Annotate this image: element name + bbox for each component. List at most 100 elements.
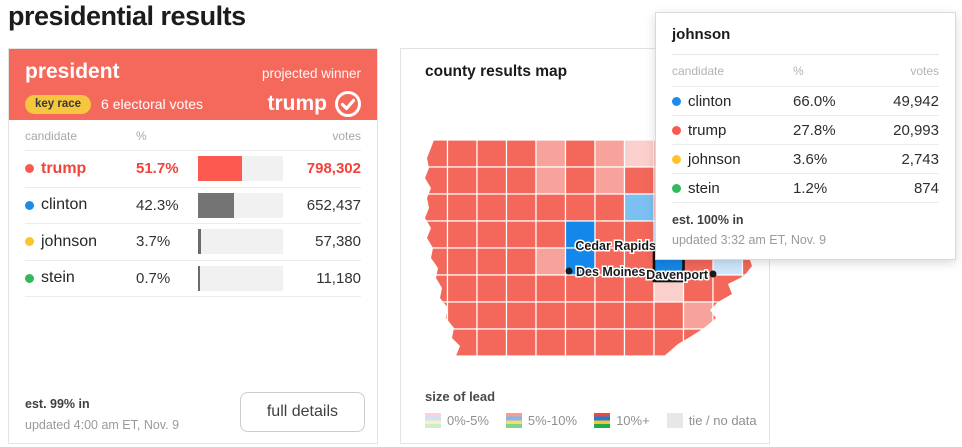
county-cell[interactable] xyxy=(535,301,567,330)
county-cell[interactable] xyxy=(682,301,714,330)
county-cell[interactable] xyxy=(505,193,537,222)
county-cell[interactable] xyxy=(564,193,596,222)
county-cell[interactable] xyxy=(535,220,567,249)
candidate-pct: 0.7% xyxy=(136,269,171,287)
county-cell[interactable] xyxy=(535,166,567,195)
county-cell[interactable] xyxy=(446,247,478,276)
city-dot-icon xyxy=(565,267,573,275)
county-cell[interactable] xyxy=(564,166,596,195)
county-cell[interactable] xyxy=(712,274,744,303)
county-cell[interactable] xyxy=(712,328,744,356)
county-cell[interactable] xyxy=(418,247,449,276)
county-cell[interactable] xyxy=(446,328,478,356)
county-cell[interactable] xyxy=(623,328,655,356)
county-cell[interactable] xyxy=(564,247,596,276)
county-cell[interactable] xyxy=(476,140,508,168)
full-details-button[interactable]: full details xyxy=(239,392,365,432)
county-cell[interactable] xyxy=(505,301,537,330)
checkmark-icon xyxy=(335,91,361,117)
county-cell[interactable] xyxy=(741,328,773,356)
county-cell[interactable] xyxy=(418,166,449,195)
county-cell[interactable] xyxy=(623,193,655,222)
county-cell[interactable] xyxy=(446,301,478,330)
county-cell[interactable] xyxy=(446,220,478,249)
county-cell[interactable] xyxy=(505,220,537,249)
county-cell[interactable] xyxy=(505,140,537,168)
legend-item-tie: tie / no data xyxy=(666,413,757,428)
candidate-pct: 42.3% xyxy=(136,196,179,214)
county-cell[interactable] xyxy=(564,274,596,303)
county-cell[interactable] xyxy=(535,247,567,276)
updated-label: updated 4:00 am ET, Nov. 9 xyxy=(25,418,180,432)
tooltip-row-johnson: johnson 3.6% 2,743 xyxy=(672,145,939,174)
table-row-clinton: clinton 42.3% 652,437 xyxy=(25,186,361,224)
county-cell[interactable] xyxy=(653,301,685,330)
stein-bullet-icon xyxy=(25,273,34,283)
county-cell[interactable] xyxy=(505,274,537,303)
county-cell[interactable] xyxy=(535,274,567,303)
president-race-card: president projected winner key race 6 el… xyxy=(8,48,378,444)
county-cell[interactable] xyxy=(653,328,685,356)
county-cell[interactable] xyxy=(446,193,478,222)
county-cell[interactable] xyxy=(741,274,773,303)
county-cell[interactable] xyxy=(564,301,596,330)
table-row-johnson: johnson 3.7% 57,380 xyxy=(25,223,361,260)
county-cell[interactable] xyxy=(594,220,626,249)
legend-item-10plus: 10%+ xyxy=(594,413,650,428)
results-table: candidate % votes trump 51.7% 798,302 cl… xyxy=(9,120,377,297)
county-cell[interactable] xyxy=(476,328,508,356)
tooltip-updated-label: updated 3:32 am ET, Nov. 9 xyxy=(672,233,827,247)
county-cell[interactable] xyxy=(476,220,508,249)
county-cell[interactable] xyxy=(594,166,626,195)
candidate-name: trump xyxy=(41,159,87,177)
legend-item-0-5: 0%-5% xyxy=(425,413,489,428)
col-pct: % xyxy=(136,129,147,143)
candidate-votes: 798,302 xyxy=(306,160,361,178)
county-cell[interactable] xyxy=(535,328,567,356)
county-cell[interactable] xyxy=(505,166,537,195)
county-cell[interactable] xyxy=(594,247,626,276)
candidate-votes: 57,380 xyxy=(315,233,361,251)
legend-title: size of lead xyxy=(425,389,496,404)
county-cell[interactable] xyxy=(535,193,567,222)
tooltip-est-in-label: est. 100% in xyxy=(672,213,744,227)
county-cell[interactable] xyxy=(446,166,478,195)
key-race-badge: key race xyxy=(25,94,92,114)
county-cell[interactable] xyxy=(682,328,714,356)
county-cell[interactable] xyxy=(446,140,478,168)
county-cell[interactable] xyxy=(476,274,508,303)
county-cell[interactable] xyxy=(505,247,537,276)
county-cell[interactable] xyxy=(594,193,626,222)
county-cell[interactable] xyxy=(476,166,508,195)
county-cell[interactable] xyxy=(476,247,508,276)
county-cell[interactable] xyxy=(446,274,478,303)
county-cell[interactable] xyxy=(594,140,626,168)
county-cell[interactable] xyxy=(418,193,449,222)
county-cell[interactable] xyxy=(594,274,626,303)
county-cell[interactable] xyxy=(594,301,626,330)
county-cell[interactable] xyxy=(418,274,449,303)
city-label: Davenport xyxy=(646,268,709,282)
county-cell[interactable] xyxy=(594,328,626,356)
county-cell[interactable] xyxy=(623,166,655,195)
county-cell[interactable] xyxy=(741,301,773,330)
county-cell[interactable] xyxy=(418,220,449,249)
county-cell[interactable] xyxy=(623,140,655,168)
county-cell[interactable] xyxy=(623,301,655,330)
table-divider xyxy=(25,296,361,297)
map-title: county results map xyxy=(425,63,568,80)
county-cell[interactable] xyxy=(712,301,744,330)
county-cell[interactable] xyxy=(418,301,449,330)
county-cell[interactable] xyxy=(418,328,449,356)
county-cell[interactable] xyxy=(505,328,537,356)
county-cell[interactable] xyxy=(476,301,508,330)
county-cell[interactable] xyxy=(535,140,567,168)
tooltip-table-header: candidate % votes xyxy=(672,55,939,87)
county-cell[interactable] xyxy=(476,193,508,222)
county-cell[interactable] xyxy=(564,140,596,168)
county-cell[interactable] xyxy=(564,328,596,356)
county-cell[interactable] xyxy=(418,140,449,168)
tooltip-row-trump: trump 27.8% 20,993 xyxy=(672,116,939,145)
col-votes: votes xyxy=(332,129,361,143)
county-cell[interactable] xyxy=(682,274,714,303)
